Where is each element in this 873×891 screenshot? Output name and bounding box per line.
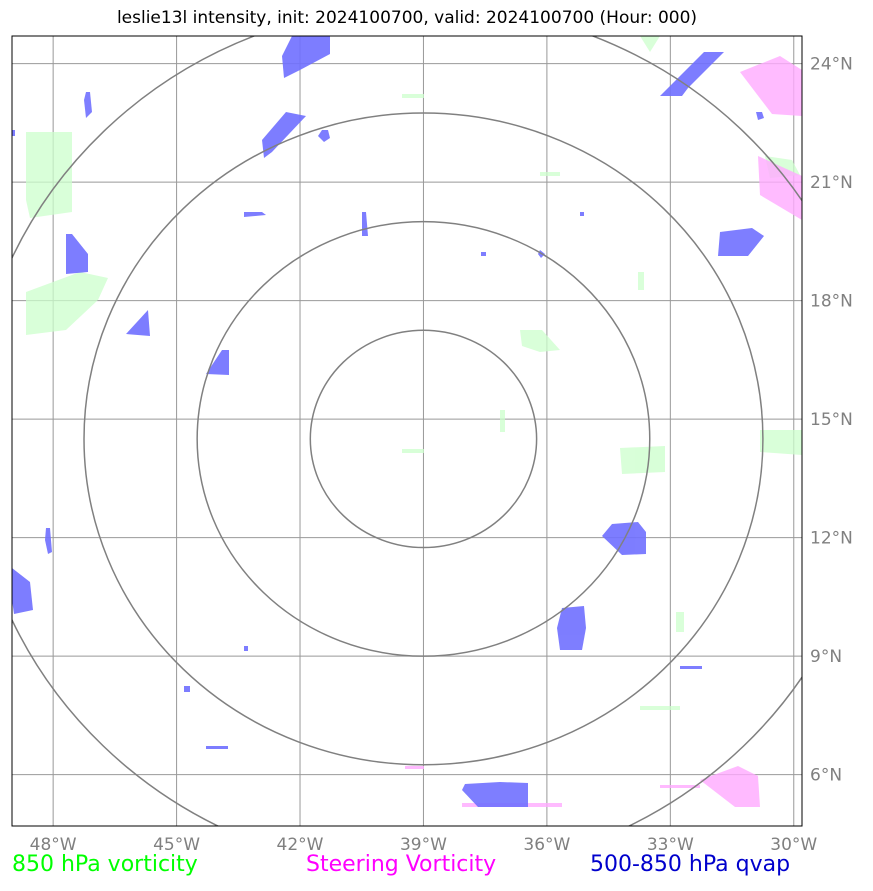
qvap-area (481, 252, 486, 256)
vorticity-area (500, 410, 505, 432)
longitude-tick-label: 30°W (770, 835, 817, 855)
range-ring (309, 329, 538, 549)
qvap-area (282, 36, 330, 78)
qvap-area (756, 112, 764, 120)
qvap-area (206, 746, 228, 749)
legend-steering-vorticity: Steering Vorticity (306, 852, 497, 877)
map-title: leslie13l intensity, init: 2024100700, v… (116, 8, 698, 28)
steering-area (740, 56, 802, 116)
vorticity-area (638, 272, 644, 290)
vorticity-area (540, 172, 560, 176)
qvap-area (557, 606, 586, 650)
qvap-areas (12, 36, 764, 807)
gridlines (12, 36, 802, 826)
qvap-area (206, 350, 229, 375)
latitude-tick-label: 18°N (810, 292, 853, 312)
qvap-area (66, 234, 88, 274)
steering-area (405, 766, 424, 769)
map-background (12, 36, 802, 826)
field-shading (12, 36, 802, 826)
steering-area (660, 785, 700, 788)
qvap-area (318, 130, 330, 142)
vorticity-area (620, 446, 665, 474)
longitude-tick-label: 39°W (400, 835, 447, 855)
qvap-area (660, 52, 724, 96)
steering-area (700, 766, 760, 807)
longitude-tick-label: 45°W (153, 835, 200, 855)
latitude-tick-label: 9°N (810, 647, 842, 667)
vorticity-area (640, 36, 660, 52)
qvap-area (680, 666, 702, 669)
qvap-area (244, 212, 266, 217)
longitude-tick-labels: 48°W 45°W 42°W 39°W 36°W 33°W 30°W (30, 835, 818, 855)
latitude-tick-label: 6°N (810, 766, 842, 786)
qvap-area (45, 528, 52, 554)
vorticity-area (760, 430, 802, 455)
range-ring (196, 220, 651, 657)
latitude-tick-labels: 24°N 21°N 18°N 15°N 12°N 9°N 6°N (810, 55, 853, 786)
vorticity-area (402, 94, 424, 98)
range-ring (83, 112, 764, 766)
qvap-area (244, 646, 248, 651)
legend-qvap: 500-850 hPa qvap (590, 852, 791, 877)
longitude-tick-label: 33°W (647, 835, 694, 855)
vorticity-area (520, 330, 560, 352)
longitude-tick-label: 48°W (30, 835, 77, 855)
qvap-area (126, 310, 150, 336)
qvap-area (184, 686, 190, 692)
longitude-tick-label: 42°W (277, 835, 324, 855)
qvap-area (12, 130, 15, 136)
latitude-tick-label: 12°N (810, 529, 853, 549)
qvap-area (84, 92, 92, 118)
vorticity-850-areas (26, 36, 802, 710)
vorticity-area (26, 132, 72, 218)
qvap-area (718, 228, 764, 256)
map-frame (11, 35, 803, 827)
qvap-area (12, 568, 33, 614)
latitude-tick-label: 21°N (810, 173, 853, 193)
steering-vorticity-areas (405, 56, 802, 807)
vorticity-area (402, 449, 424, 453)
vorticity-area (26, 272, 108, 335)
longitude-tick-label: 36°W (523, 835, 570, 855)
latitude-tick-label: 15°N (810, 410, 853, 430)
vorticity-area (676, 612, 684, 632)
vorticity-area (640, 706, 680, 710)
qvap-area (462, 782, 528, 807)
qvap-area (580, 212, 584, 216)
legend-vorticity-850: 850 hPa vorticity (12, 852, 198, 877)
steering-area (758, 156, 802, 220)
latitude-tick-label: 24°N (810, 55, 853, 75)
range-rings (12, 36, 802, 826)
